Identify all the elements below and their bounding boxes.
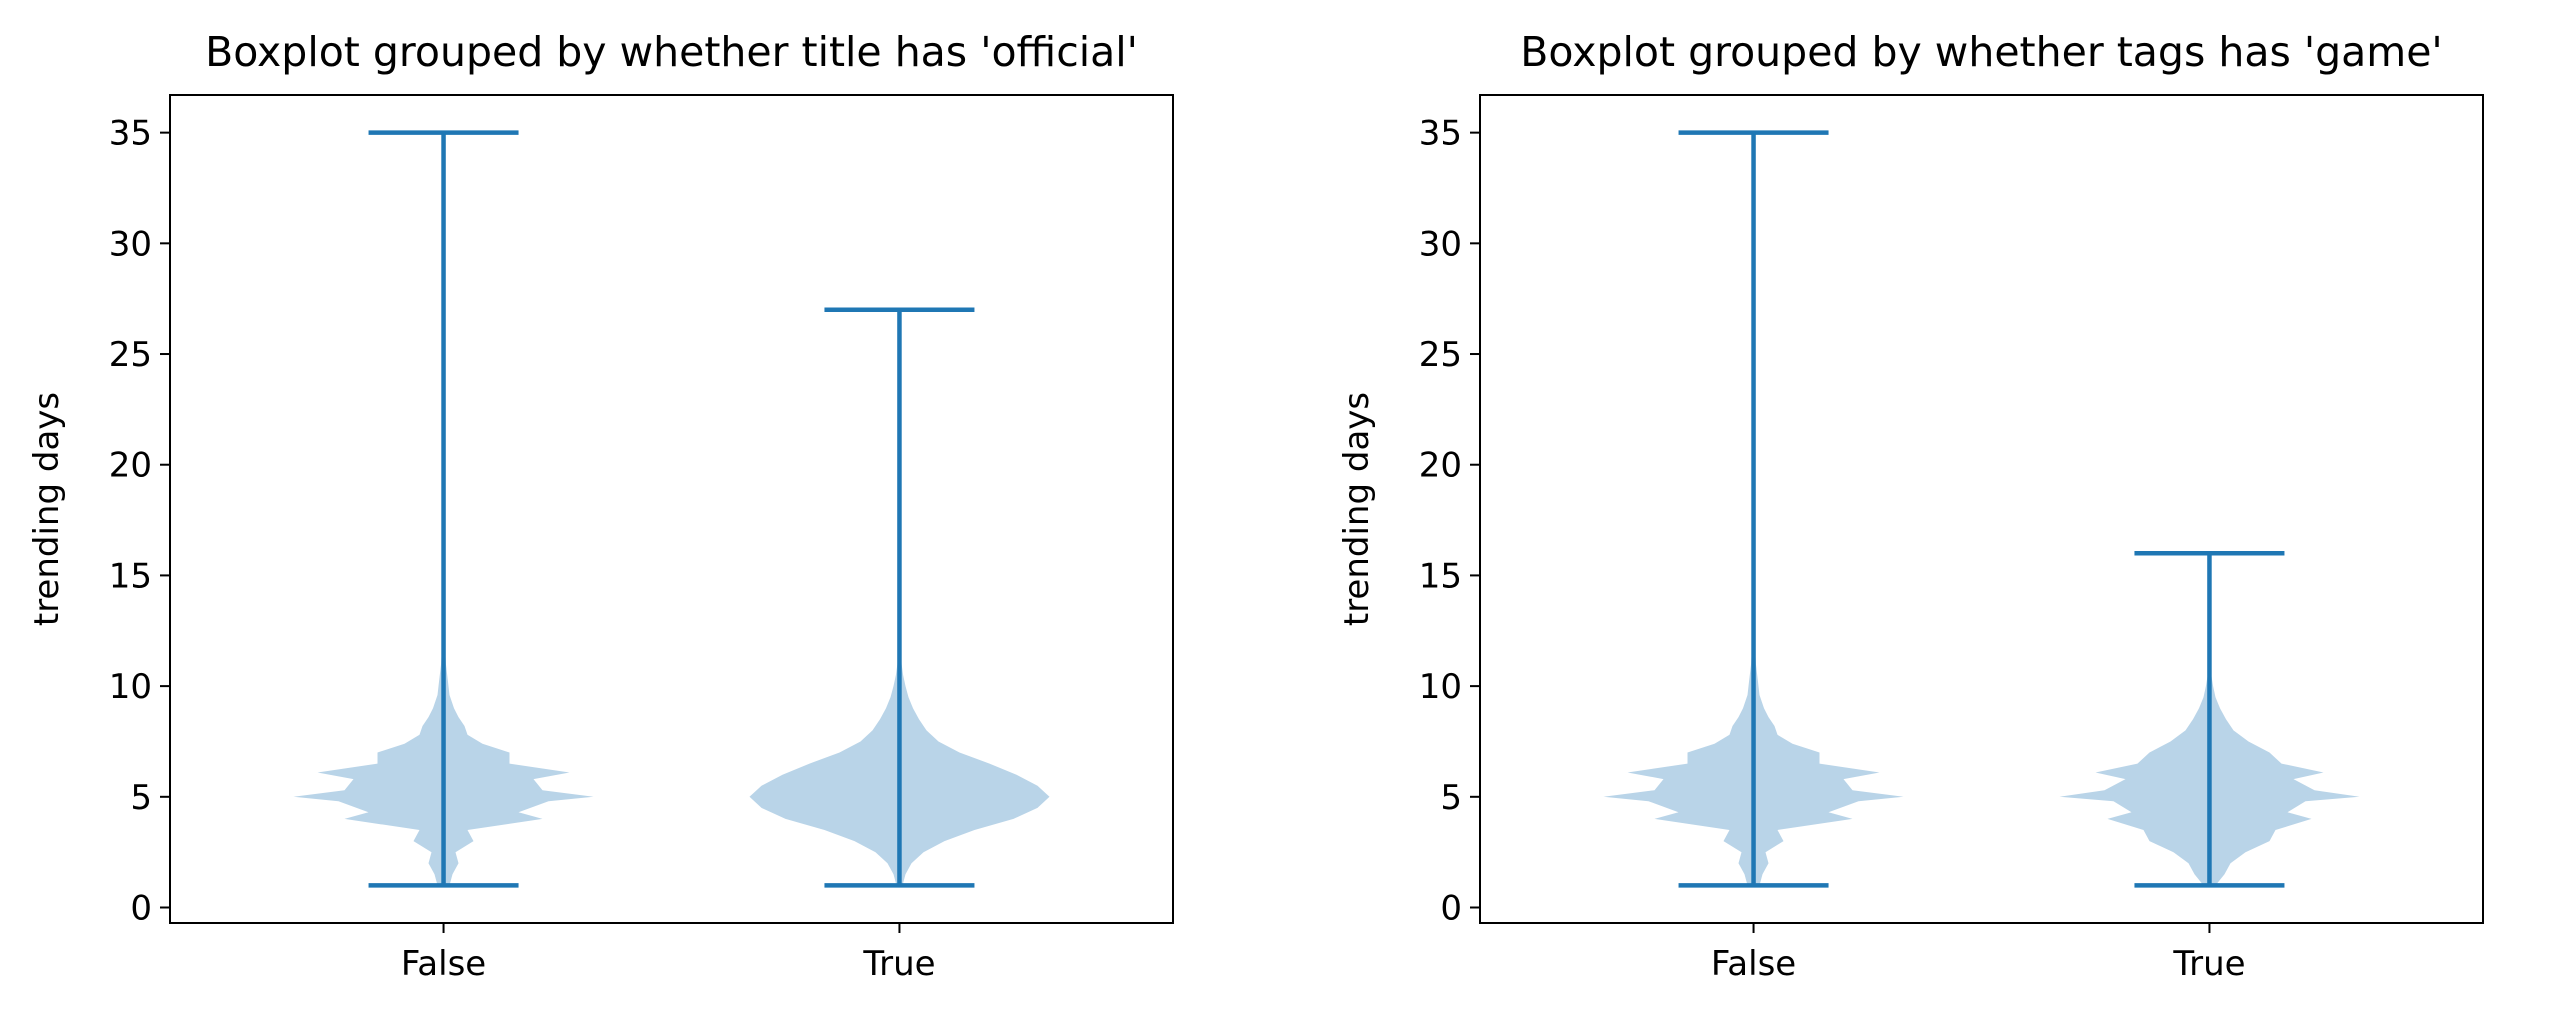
y-tick-label: 15 bbox=[109, 556, 152, 596]
y-tick-label: 30 bbox=[109, 224, 152, 264]
y-tick-label: 30 bbox=[1419, 224, 1462, 264]
axes-frame bbox=[1479, 94, 2484, 924]
x-tick-label-false: False bbox=[401, 944, 486, 984]
y-tick-label: 0 bbox=[130, 889, 152, 929]
chart-panel-1: 0 5 10 15 20 25 30 35 False True Boxplot grouped b… bbox=[27, 28, 1174, 984]
x-tick-label-false: False bbox=[1711, 944, 1796, 984]
chart-title: Boxplot grouped by whether tags has 'gam… bbox=[1520, 28, 2442, 76]
y-tick-label: 20 bbox=[1419, 446, 1462, 486]
y-axis-label: trending days bbox=[1337, 392, 1377, 626]
y-tick-label: 5 bbox=[130, 778, 152, 818]
y-tick-label: 15 bbox=[1419, 556, 1462, 596]
y-tick-label: 5 bbox=[1440, 778, 1462, 818]
y-tick-label: 0 bbox=[1440, 889, 1462, 929]
y-tick-label: 20 bbox=[109, 446, 152, 486]
y-tick-label: 25 bbox=[109, 335, 152, 375]
chart-panel-2: 0 5 10 15 20 25 30 35 False True Boxplot grouped b… bbox=[1337, 28, 2484, 984]
y-tick-label: 10 bbox=[1419, 667, 1462, 707]
chart-title: Boxplot grouped by whether title has 'of… bbox=[205, 28, 1138, 76]
y-tick-label: 25 bbox=[1419, 335, 1462, 375]
x-tick-label-true: True bbox=[862, 944, 935, 984]
axes-frame bbox=[169, 94, 1174, 924]
x-tick-label-true: True bbox=[2172, 944, 2245, 984]
y-axis-label: trending days bbox=[27, 392, 67, 626]
y-tick-label: 10 bbox=[109, 667, 152, 707]
y-tick-label: 35 bbox=[109, 114, 152, 154]
y-tick-label: 35 bbox=[1419, 114, 1462, 154]
